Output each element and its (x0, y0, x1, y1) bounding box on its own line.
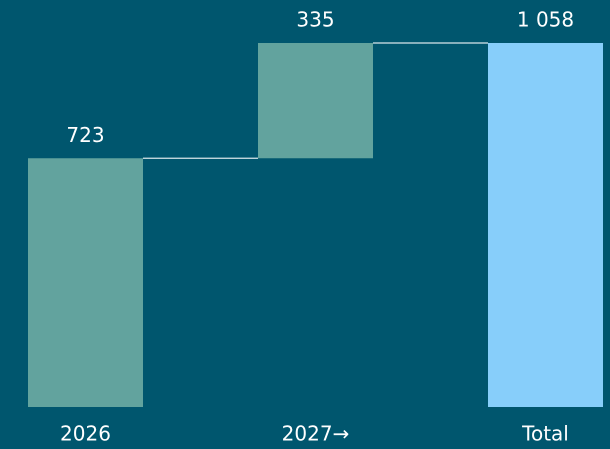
bar (28, 158, 143, 407)
bar (258, 43, 373, 159)
value-label: 335 (296, 8, 334, 32)
x-tick-label: Total (521, 422, 569, 446)
total-bar (488, 43, 603, 407)
x-tick-label: 2027→ (282, 422, 350, 446)
value-label: 1 058 (517, 8, 574, 32)
value-label: 723 (66, 123, 104, 147)
x-tick-label: 2026 (60, 422, 111, 446)
